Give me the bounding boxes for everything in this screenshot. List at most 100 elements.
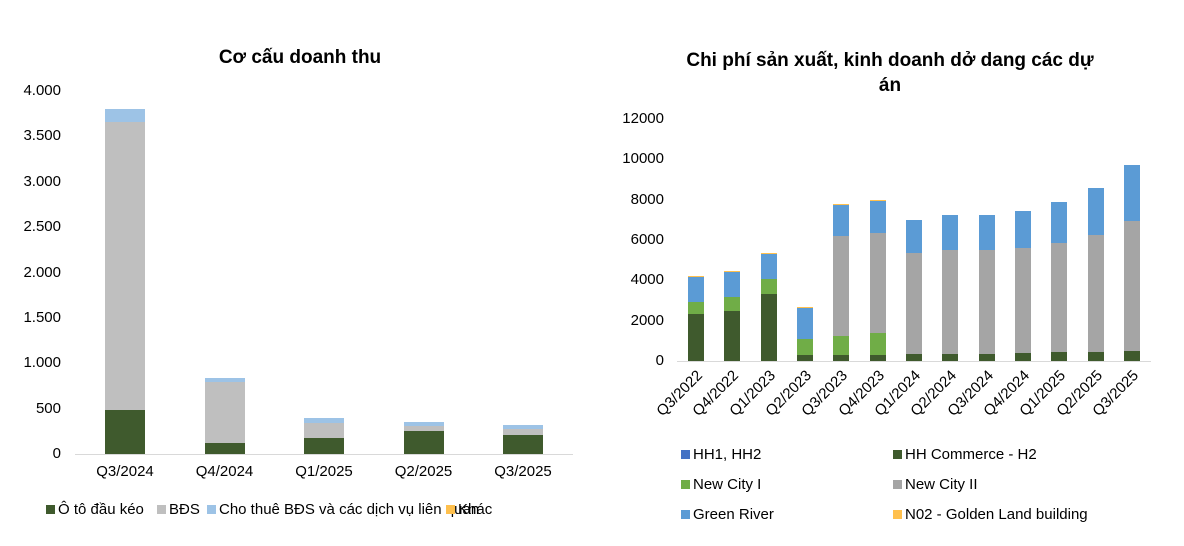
legend-swatch-icon bbox=[681, 450, 690, 459]
y-tick-label: 12000 bbox=[622, 110, 664, 127]
bar-segment bbox=[1123, 165, 1140, 221]
bar-segment bbox=[1051, 243, 1068, 353]
x-tick-label: Q3/2025 bbox=[494, 463, 552, 480]
stacked-bar bbox=[796, 306, 813, 361]
bar-segment bbox=[403, 421, 444, 426]
y-tick-label: 500 bbox=[35, 399, 61, 417]
legend-label: N02 - Golden Land building bbox=[905, 506, 1088, 523]
stacked-bar bbox=[905, 219, 922, 361]
stacked-bar bbox=[1051, 201, 1068, 361]
x-tick-label: Q4/2024 bbox=[195, 463, 254, 480]
bar-segment bbox=[688, 314, 704, 361]
bar-segment bbox=[760, 253, 777, 255]
stacked-bar bbox=[978, 215, 995, 361]
stacked-bar bbox=[942, 215, 959, 361]
legend-label: HH Commerce - H2 bbox=[905, 446, 1037, 463]
legend-swatch-icon bbox=[893, 480, 902, 489]
chart-title-line-2: án bbox=[878, 75, 902, 96]
y-tick-label: 8000 bbox=[630, 190, 664, 208]
bar-segment bbox=[978, 250, 995, 354]
y-tick-label: 3.500 bbox=[23, 127, 61, 145]
legend-item: N02 - Golden Land building bbox=[893, 506, 1088, 523]
legend-label: Ô tô đầu kéo bbox=[58, 501, 144, 518]
stacked-bar bbox=[503, 424, 543, 454]
legend-item: HH1, HH2 bbox=[681, 446, 761, 463]
stacked-bar bbox=[688, 276, 704, 361]
legend-swatch-icon bbox=[207, 505, 216, 514]
bar-segment bbox=[204, 378, 245, 382]
bar-segment bbox=[105, 109, 145, 122]
legend-item: New City II bbox=[893, 476, 978, 493]
legend-item: New City I bbox=[681, 476, 761, 493]
legend-item: Ô tô đầu kéo bbox=[46, 501, 144, 518]
legend-label: Green River bbox=[693, 506, 774, 523]
legend-label: New City I bbox=[693, 476, 762, 493]
bar-segment bbox=[1014, 210, 1031, 249]
bar-segment bbox=[796, 307, 813, 339]
chart-title-line-1: Chi phí sản xuất, kinh doanh dở dang các… bbox=[686, 50, 1094, 71]
legend-item: BĐS bbox=[157, 501, 200, 518]
bar-segment bbox=[204, 443, 245, 454]
bar-segment bbox=[869, 199, 886, 201]
bar-segment bbox=[760, 294, 777, 361]
bar-segment bbox=[403, 430, 444, 454]
bar-segment bbox=[833, 335, 850, 355]
bar-segment bbox=[304, 438, 344, 454]
bar-segment bbox=[403, 425, 444, 431]
bar-segment bbox=[760, 278, 777, 295]
bar-segment bbox=[503, 429, 543, 435]
legend-label: BĐS bbox=[169, 501, 200, 518]
legend-swatch-icon bbox=[893, 450, 902, 459]
legend-swatch-icon bbox=[681, 510, 690, 519]
bar-segment bbox=[724, 271, 741, 298]
bar-segment bbox=[833, 204, 850, 236]
legend-swatch-icon bbox=[681, 480, 690, 489]
bar-segment bbox=[869, 354, 886, 361]
legend-label: New City II bbox=[905, 476, 978, 493]
x-tick-label: Q3/2024 bbox=[96, 463, 154, 480]
bar-segment bbox=[942, 353, 959, 361]
legend-label: HH1, HH2 bbox=[693, 446, 762, 463]
y-tick-label: 4000 bbox=[630, 271, 664, 289]
y-tick-label: 2.500 bbox=[23, 218, 61, 236]
y-tick-label: 0 bbox=[655, 352, 664, 369]
stacked-bar bbox=[304, 418, 344, 454]
legend-item: Green River bbox=[681, 506, 774, 523]
bar-segment bbox=[978, 215, 995, 251]
bar-segment bbox=[1014, 353, 1031, 361]
bar-segment bbox=[869, 233, 886, 334]
stacked-bar bbox=[869, 199, 886, 361]
bar-segment bbox=[1087, 188, 1104, 235]
bar-segment bbox=[105, 121, 145, 410]
y-tick-label: 1.000 bbox=[23, 354, 61, 372]
bar-segment bbox=[796, 338, 813, 355]
bar-segment bbox=[1051, 201, 1068, 244]
legend-item: Cho thuê BĐS và các dịch vụ liên quan bbox=[207, 501, 479, 518]
bar-segment bbox=[869, 200, 886, 234]
bar-segment bbox=[688, 276, 704, 303]
y-tick-label: 6000 bbox=[630, 231, 664, 248]
bar-segment bbox=[905, 354, 922, 361]
bar-segment bbox=[105, 409, 145, 454]
legend-label: Cho thuê BĐS và các dịch vụ liên quan bbox=[219, 501, 480, 518]
bar-segment bbox=[833, 354, 850, 361]
bar-segment bbox=[1123, 350, 1140, 361]
bar-segment bbox=[724, 297, 741, 311]
stacked-bar bbox=[760, 253, 777, 361]
bar-segment bbox=[978, 353, 995, 361]
x-axis-line bbox=[75, 454, 573, 455]
legend-item: Khác bbox=[446, 501, 492, 518]
y-tick-label: 4.000 bbox=[23, 82, 61, 99]
bar-segment bbox=[304, 418, 344, 424]
stacked-bar bbox=[833, 203, 850, 361]
bar-segment bbox=[905, 252, 922, 355]
bar-segment bbox=[1014, 248, 1031, 354]
y-tick-label: 10000 bbox=[622, 150, 664, 168]
x-tick-label: Q1/2025 bbox=[295, 463, 353, 480]
x-tick-label: Q2/2025 bbox=[394, 463, 453, 480]
bar-segment bbox=[760, 254, 777, 279]
bar-segment bbox=[942, 215, 959, 251]
stacked-bar bbox=[1123, 165, 1140, 361]
chart-title: Cơ cấu doanh thu bbox=[218, 47, 382, 68]
bar-segment bbox=[1087, 351, 1104, 361]
